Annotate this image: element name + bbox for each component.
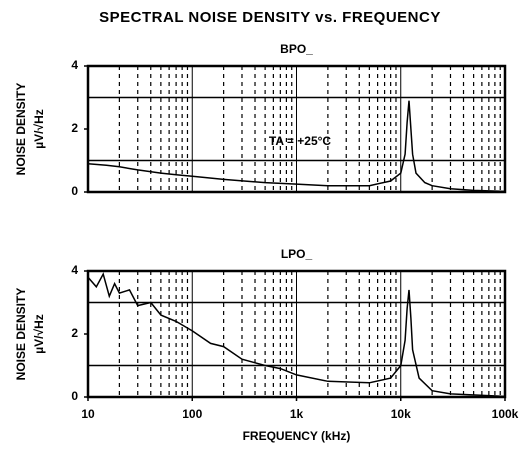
plot-frame xyxy=(86,269,507,399)
page-title: SPECTRAL NOISE DENSITY vs. FREQUENCY xyxy=(99,9,441,26)
y-axis-label: µV/√Hz xyxy=(32,109,46,149)
x-axis-label: FREQUENCY (kHz) xyxy=(243,429,351,443)
y-axis-label: NOISE DENSITY xyxy=(14,83,28,176)
line xyxy=(87,272,506,398)
x-tick-label: 1k xyxy=(290,407,304,421)
x-tick-label: 10 xyxy=(81,407,95,421)
x-tick-label: 100 xyxy=(182,407,202,421)
chart-title: LPO_ xyxy=(281,247,313,261)
annotation: TA = +25°C xyxy=(269,134,331,148)
x-tick-label: 10k xyxy=(391,407,411,421)
plot-frame xyxy=(86,64,507,194)
y-tick-label: 4 xyxy=(71,263,78,277)
y-axis-label: NOISE DENSITY xyxy=(14,288,28,381)
y-tick-label: 0 xyxy=(71,184,78,198)
y-tick-label: 0 xyxy=(71,389,78,403)
x-tick-label: 100k xyxy=(492,407,519,421)
y-axis-label: µV/√Hz xyxy=(32,314,46,354)
line xyxy=(87,100,506,193)
y-tick-label: 2 xyxy=(71,326,78,340)
chart-title: BPO_ xyxy=(280,42,313,56)
y-tick-label: 4 xyxy=(71,58,78,72)
y-tick-label: 2 xyxy=(71,121,78,135)
